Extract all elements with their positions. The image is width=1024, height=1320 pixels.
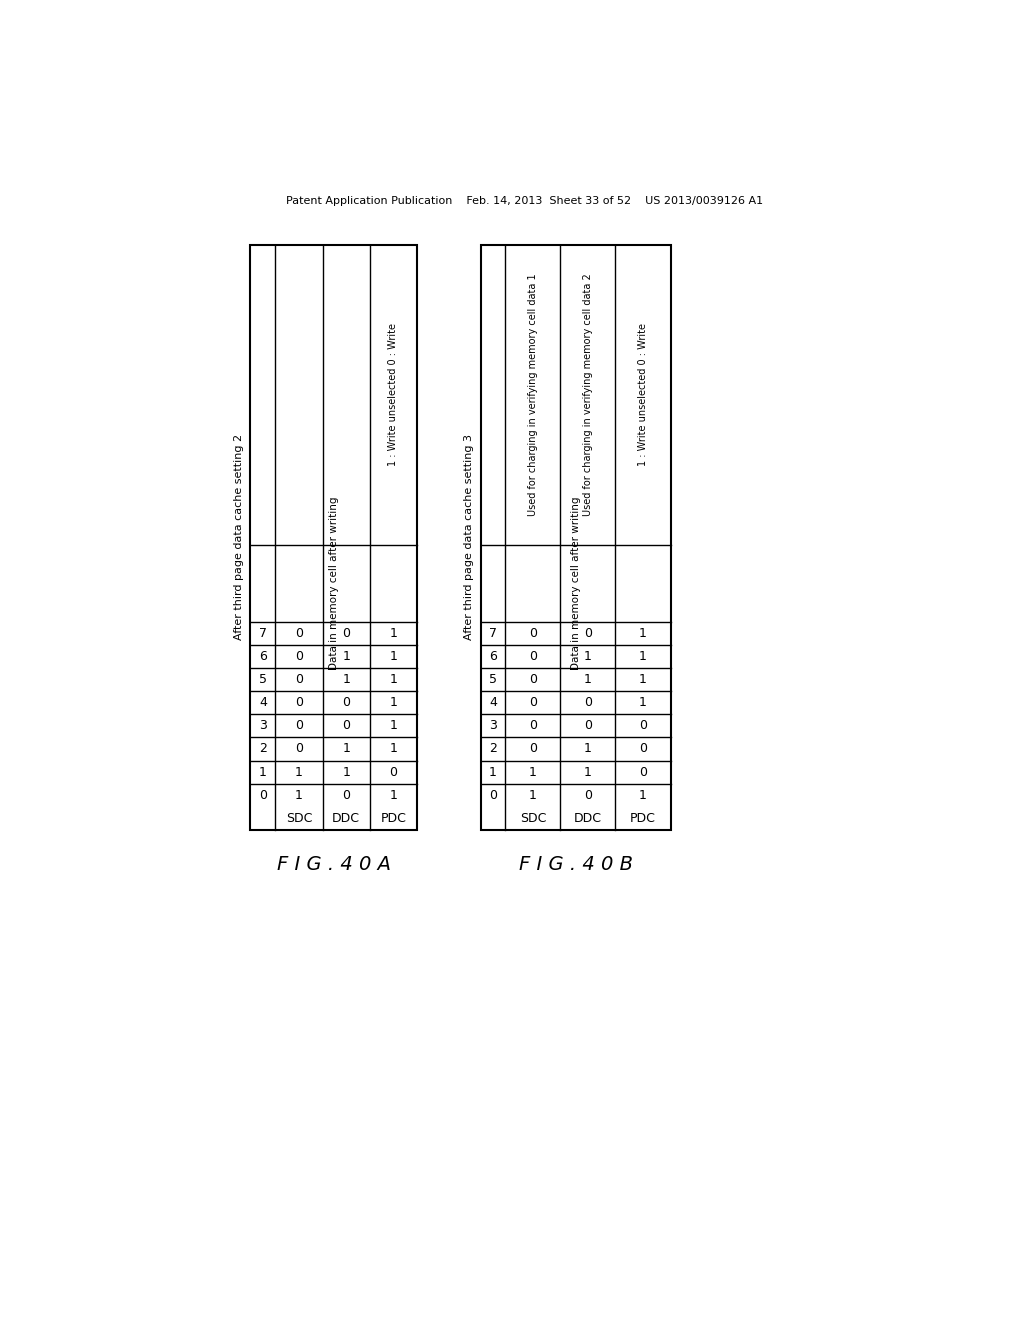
Text: 0: 0 bbox=[584, 788, 592, 801]
Bar bbox=[251, 244, 417, 830]
Text: PDC: PDC bbox=[381, 812, 407, 825]
Text: 1: 1 bbox=[389, 649, 397, 663]
Text: 3: 3 bbox=[489, 719, 497, 733]
Text: SDC: SDC bbox=[286, 812, 312, 825]
Text: F I G . 4 0 A: F I G . 4 0 A bbox=[276, 855, 391, 874]
Text: 0: 0 bbox=[639, 766, 647, 779]
Text: 0: 0 bbox=[529, 742, 537, 755]
Text: 1: 1 bbox=[389, 696, 397, 709]
Text: 0: 0 bbox=[295, 742, 303, 755]
Text: 1: 1 bbox=[639, 627, 647, 640]
Text: F I G . 4 0 B: F I G . 4 0 B bbox=[518, 855, 633, 874]
Text: 7: 7 bbox=[489, 627, 497, 640]
Text: 1: 1 bbox=[342, 766, 350, 779]
Text: 1: 1 bbox=[639, 673, 647, 686]
Text: 1 : Write unselected 0 : Write: 1 : Write unselected 0 : Write bbox=[638, 323, 648, 466]
Text: 0: 0 bbox=[529, 627, 537, 640]
Text: 0: 0 bbox=[529, 649, 537, 663]
Text: Used for charging in verifying memory cell data 2: Used for charging in verifying memory ce… bbox=[583, 273, 593, 516]
Text: 1: 1 bbox=[389, 742, 397, 755]
Text: 0: 0 bbox=[584, 696, 592, 709]
Text: 1 : Write unselected 0 : Write: 1 : Write unselected 0 : Write bbox=[388, 323, 398, 466]
Text: 7: 7 bbox=[259, 627, 267, 640]
Text: After third page data cache setting 3: After third page data cache setting 3 bbox=[464, 434, 474, 640]
Text: 1: 1 bbox=[389, 719, 397, 733]
Text: 1: 1 bbox=[584, 742, 592, 755]
Text: 6: 6 bbox=[489, 649, 497, 663]
Text: 0: 0 bbox=[529, 719, 537, 733]
Text: 2: 2 bbox=[259, 742, 267, 755]
Text: 0: 0 bbox=[584, 627, 592, 640]
Text: Patent Application Publication    Feb. 14, 2013  Sheet 33 of 52    US 2013/00391: Patent Application Publication Feb. 14, … bbox=[287, 195, 763, 206]
Text: 1: 1 bbox=[259, 766, 267, 779]
Text: 1: 1 bbox=[639, 788, 647, 801]
Text: 5: 5 bbox=[259, 673, 267, 686]
Text: 0: 0 bbox=[584, 719, 592, 733]
Text: 1: 1 bbox=[342, 673, 350, 686]
Text: 0: 0 bbox=[295, 627, 303, 640]
Text: 1: 1 bbox=[489, 766, 497, 779]
Text: 1: 1 bbox=[389, 673, 397, 686]
Text: 4: 4 bbox=[489, 696, 497, 709]
Text: 1: 1 bbox=[389, 627, 397, 640]
Text: 0: 0 bbox=[529, 696, 537, 709]
Text: 0: 0 bbox=[295, 649, 303, 663]
Text: 1: 1 bbox=[295, 766, 303, 779]
Text: 0: 0 bbox=[489, 788, 497, 801]
Text: 2: 2 bbox=[489, 742, 497, 755]
Text: 3: 3 bbox=[259, 719, 267, 733]
Text: 1: 1 bbox=[295, 788, 303, 801]
Text: 0: 0 bbox=[259, 788, 267, 801]
Text: 1: 1 bbox=[639, 649, 647, 663]
Text: 0: 0 bbox=[295, 696, 303, 709]
Text: 0: 0 bbox=[295, 719, 303, 733]
Text: 1: 1 bbox=[584, 766, 592, 779]
Text: 1: 1 bbox=[584, 673, 592, 686]
Bar bbox=[480, 244, 671, 830]
Text: 5: 5 bbox=[489, 673, 497, 686]
Text: 0: 0 bbox=[295, 673, 303, 686]
Text: 0: 0 bbox=[342, 788, 350, 801]
Text: Data in memory cell after writing: Data in memory cell after writing bbox=[329, 496, 339, 671]
Text: 1: 1 bbox=[529, 788, 537, 801]
Text: 0: 0 bbox=[639, 719, 647, 733]
Text: 1: 1 bbox=[389, 788, 397, 801]
Text: 0: 0 bbox=[342, 696, 350, 709]
Text: 6: 6 bbox=[259, 649, 267, 663]
Text: DDC: DDC bbox=[332, 812, 360, 825]
Text: Used for charging in verifying memory cell data 1: Used for charging in verifying memory ce… bbox=[528, 273, 538, 516]
Text: 0: 0 bbox=[342, 719, 350, 733]
Text: Data in memory cell after writing: Data in memory cell after writing bbox=[570, 496, 581, 671]
Text: 4: 4 bbox=[259, 696, 267, 709]
Text: 0: 0 bbox=[342, 627, 350, 640]
Text: After third page data cache setting 2: After third page data cache setting 2 bbox=[233, 434, 244, 640]
Text: 0: 0 bbox=[389, 766, 397, 779]
Text: 0: 0 bbox=[639, 742, 647, 755]
Text: 0: 0 bbox=[529, 673, 537, 686]
Text: SDC: SDC bbox=[520, 812, 546, 825]
Text: 1: 1 bbox=[342, 742, 350, 755]
Text: 1: 1 bbox=[639, 696, 647, 709]
Text: 1: 1 bbox=[342, 649, 350, 663]
Text: 1: 1 bbox=[584, 649, 592, 663]
Text: 1: 1 bbox=[529, 766, 537, 779]
Text: DDC: DDC bbox=[574, 812, 602, 825]
Text: PDC: PDC bbox=[630, 812, 656, 825]
